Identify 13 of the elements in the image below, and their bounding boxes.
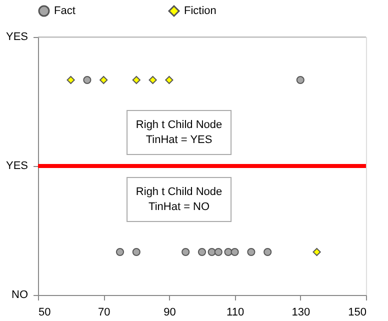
ref-line-label: YES [6,160,28,172]
x-tick-label: 50 [38,306,51,318]
annotation: Righ t Child Node TinHat = NO [136,186,222,214]
text: YES [6,31,28,43]
x-tick-label: 110 [226,306,244,318]
x-tick-label: 90 [164,306,176,318]
legend-label: Fiction [184,5,216,17]
text: NO [12,289,28,301]
legend-label: Fact [54,5,76,17]
x-tick-label: 70 [98,306,110,318]
annotation: Righ t Child Node TinHat = YES [136,118,222,146]
x-tick-label: 150 [348,306,366,318]
x-tick-label: 130 [292,306,310,318]
